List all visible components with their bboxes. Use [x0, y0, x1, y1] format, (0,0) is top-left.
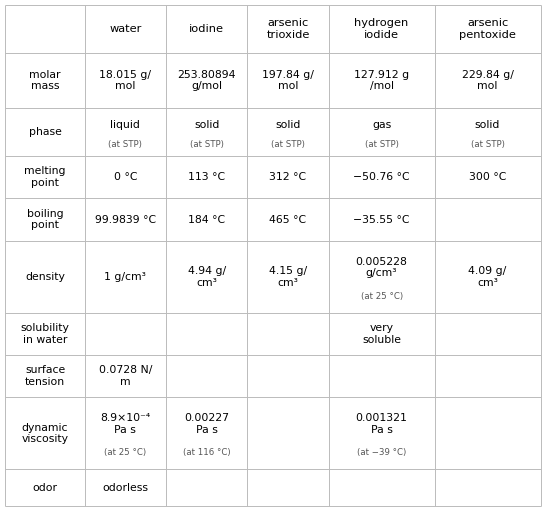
Text: solid: solid	[275, 121, 301, 130]
Text: 0 °C: 0 °C	[114, 172, 137, 182]
Text: 4.09 g/
cm³: 4.09 g/ cm³	[468, 266, 507, 288]
Text: solid: solid	[475, 121, 500, 130]
Text: 300 °C: 300 °C	[469, 172, 506, 182]
Text: (at −39 °C): (at −39 °C)	[357, 448, 406, 457]
Text: hydrogen
iodide: hydrogen iodide	[354, 18, 409, 40]
Text: 0.0728 N/
m: 0.0728 N/ m	[99, 365, 152, 387]
Text: 99.9839 °C: 99.9839 °C	[95, 215, 156, 224]
Text: 4.94 g/
cm³: 4.94 g/ cm³	[188, 266, 225, 288]
Text: odor: odor	[33, 482, 57, 493]
Text: solubility
in water: solubility in water	[21, 323, 69, 344]
Text: 4.15 g/
cm³: 4.15 g/ cm³	[269, 266, 307, 288]
Text: (at STP): (at STP)	[365, 141, 399, 149]
Text: −35.55 °C: −35.55 °C	[353, 215, 410, 224]
Text: density: density	[25, 272, 65, 282]
Text: water: water	[109, 24, 141, 34]
Text: surface
tension: surface tension	[25, 365, 65, 387]
Text: 8.9×10⁻⁴
Pa s: 8.9×10⁻⁴ Pa s	[100, 413, 151, 435]
Text: melting
point: melting point	[25, 167, 66, 188]
Text: (at STP): (at STP)	[271, 141, 305, 149]
Text: boiling
point: boiling point	[27, 209, 63, 230]
Text: molar
mass: molar mass	[29, 69, 61, 91]
Text: 0.001321
Pa s: 0.001321 Pa s	[355, 413, 407, 435]
Text: (at 25 °C): (at 25 °C)	[360, 292, 403, 300]
Text: solid: solid	[194, 121, 219, 130]
Text: very
soluble: very soluble	[362, 323, 401, 344]
Text: (at STP): (at STP)	[108, 141, 143, 149]
Text: 1 g/cm³: 1 g/cm³	[104, 272, 146, 282]
Text: 113 °C: 113 °C	[188, 172, 225, 182]
Text: 127.912 g
/mol: 127.912 g /mol	[354, 69, 409, 91]
Text: arsenic
pentoxide: arsenic pentoxide	[459, 18, 516, 40]
Text: iodine: iodine	[189, 24, 224, 34]
Text: 465 °C: 465 °C	[269, 215, 306, 224]
Text: 184 °C: 184 °C	[188, 215, 225, 224]
Text: dynamic
viscosity: dynamic viscosity	[21, 423, 69, 444]
Text: (at STP): (at STP)	[189, 141, 224, 149]
Text: 18.015 g/
mol: 18.015 g/ mol	[99, 69, 151, 91]
Text: gas: gas	[372, 121, 391, 130]
Text: (at STP): (at STP)	[471, 141, 505, 149]
Text: (at 25 °C): (at 25 °C)	[104, 448, 146, 457]
Text: 229.84 g/
mol: 229.84 g/ mol	[461, 69, 513, 91]
Text: arsenic
trioxide: arsenic trioxide	[266, 18, 310, 40]
Text: phase: phase	[28, 127, 62, 137]
Text: 197.84 g/
mol: 197.84 g/ mol	[262, 69, 314, 91]
Text: (at 116 °C): (at 116 °C)	[183, 448, 230, 457]
Text: 253.80894
g/mol: 253.80894 g/mol	[177, 69, 236, 91]
Text: 0.005228
g/cm³: 0.005228 g/cm³	[355, 257, 407, 278]
Text: 312 °C: 312 °C	[269, 172, 306, 182]
Text: −50.76 °C: −50.76 °C	[353, 172, 410, 182]
Text: 0.00227
Pa s: 0.00227 Pa s	[184, 413, 229, 435]
Text: liquid: liquid	[110, 121, 140, 130]
Text: odorless: odorless	[102, 482, 149, 493]
